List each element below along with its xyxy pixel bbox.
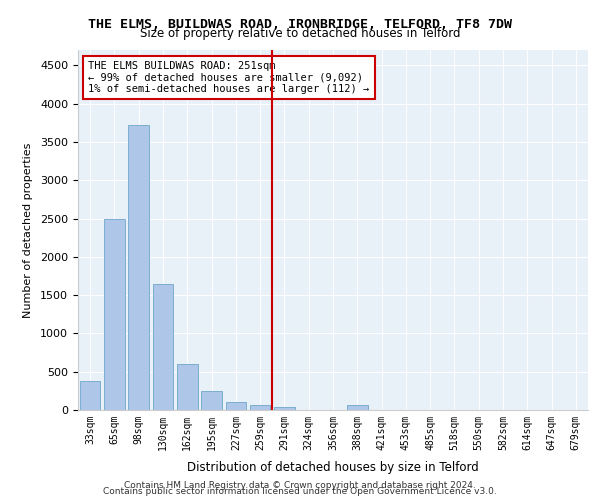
Y-axis label: Number of detached properties: Number of detached properties [23, 142, 33, 318]
Text: Contains HM Land Registry data © Crown copyright and database right 2024.: Contains HM Land Registry data © Crown c… [124, 481, 476, 490]
Bar [274, 407, 295, 410]
Text: Contains public sector information licensed under the Open Government Licence v3: Contains public sector information licen… [103, 487, 497, 496]
X-axis label: Distribution of detached houses by size in Telford: Distribution of detached houses by size … [187, 461, 479, 474]
Bar [226, 402, 246, 410]
Bar [177, 364, 197, 410]
Bar [201, 391, 222, 410]
Bar [250, 406, 271, 410]
Bar [152, 284, 173, 410]
Text: THE ELMS BUILDWAS ROAD: 251sqm
← 99% of detached houses are smaller (9,092)
1% o: THE ELMS BUILDWAS ROAD: 251sqm ← 99% of … [88, 61, 370, 94]
Text: Size of property relative to detached houses in Telford: Size of property relative to detached ho… [140, 28, 460, 40]
Bar [347, 404, 368, 410]
Bar [128, 125, 149, 410]
Bar [104, 218, 125, 410]
Text: THE ELMS, BUILDWAS ROAD, IRONBRIDGE, TELFORD, TF8 7DW: THE ELMS, BUILDWAS ROAD, IRONBRIDGE, TEL… [88, 18, 512, 30]
Bar [80, 381, 100, 410]
